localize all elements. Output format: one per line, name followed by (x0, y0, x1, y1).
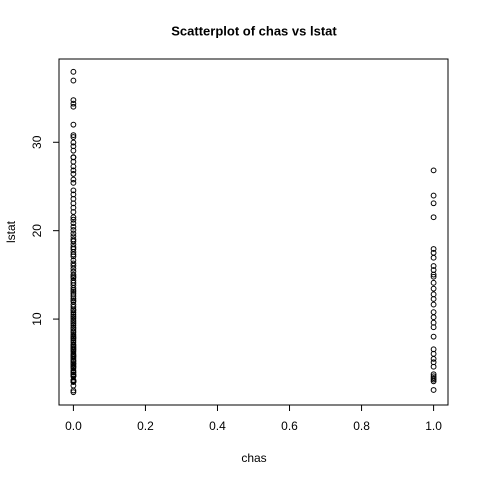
point (430, 359, 437, 366)
point (70, 311, 77, 318)
point (70, 320, 77, 327)
plot-frame (58, 58, 449, 406)
point (430, 387, 437, 393)
chart-title: Scatterplot of chas vs lstat (171, 23, 337, 38)
point (430, 291, 437, 298)
point (430, 192, 437, 199)
y-tick-label: 10 (30, 312, 44, 326)
point (70, 313, 77, 320)
x-tick-label: 0.6 (281, 419, 298, 433)
point (70, 322, 77, 329)
point (70, 341, 77, 348)
point (430, 301, 437, 308)
point (70, 371, 77, 378)
point (70, 97, 77, 104)
point (430, 285, 437, 292)
point (70, 216, 77, 223)
y-tick-label: 20 (30, 224, 44, 238)
point (70, 139, 77, 146)
point (70, 191, 77, 198)
point (70, 223, 77, 230)
point (70, 220, 77, 227)
point (70, 297, 77, 304)
x-axis-label: chas (241, 451, 266, 465)
point (430, 371, 437, 378)
point (70, 309, 77, 316)
point (70, 167, 77, 174)
point (430, 373, 437, 380)
y-axis-label: lstat (4, 220, 18, 243)
point (70, 360, 77, 366)
point (70, 271, 77, 278)
point (70, 389, 77, 396)
point (70, 236, 77, 243)
x-tick-label: 0.8 (353, 419, 370, 433)
point (430, 375, 437, 381)
point (70, 328, 77, 334)
point (430, 200, 437, 207)
point (70, 143, 77, 150)
point (70, 262, 77, 269)
point (70, 187, 77, 194)
point (70, 251, 77, 258)
point (430, 167, 437, 174)
point (70, 277, 77, 284)
point (70, 227, 77, 233)
point (430, 346, 437, 353)
point (70, 233, 77, 240)
point (70, 132, 77, 139)
point (430, 273, 437, 280)
point (430, 214, 437, 221)
point (430, 279, 437, 286)
x-tick-label: 0.4 (209, 419, 226, 433)
point (70, 77, 77, 84)
point (430, 263, 437, 269)
point (430, 249, 437, 256)
point (70, 171, 77, 177)
point (70, 317, 77, 324)
x-tick-label: 1.0 (425, 419, 442, 433)
point (70, 318, 77, 325)
point (70, 134, 77, 140)
point (70, 176, 77, 183)
point (70, 68, 77, 75)
point (430, 309, 437, 316)
point (430, 333, 437, 340)
point (70, 331, 77, 338)
point (430, 267, 437, 273)
point (430, 319, 437, 326)
point (70, 154, 77, 161)
x-tick-label: 0.0 (65, 419, 82, 433)
point (70, 257, 77, 264)
point (70, 179, 77, 186)
point (70, 290, 77, 297)
point (70, 100, 77, 107)
point (70, 230, 77, 237)
point (70, 260, 77, 267)
point (70, 367, 77, 374)
x-tick-label: 0.2 (137, 419, 154, 433)
point (70, 315, 77, 322)
point (70, 268, 77, 275)
point (70, 103, 77, 110)
point (70, 324, 77, 331)
point (70, 244, 77, 251)
y-tick-label: 30 (30, 135, 44, 149)
point (70, 121, 77, 128)
point (70, 337, 77, 344)
point (70, 265, 77, 272)
point (430, 246, 437, 252)
